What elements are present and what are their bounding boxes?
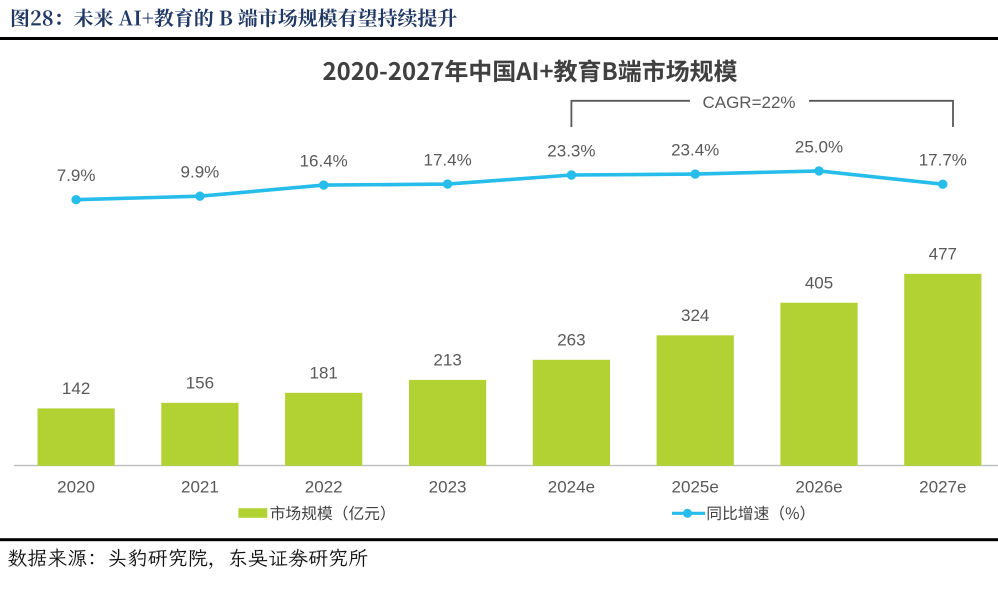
svg-text:156: 156 bbox=[186, 374, 214, 393]
svg-text:17.4%: 17.4% bbox=[423, 151, 471, 170]
svg-text:213: 213 bbox=[433, 351, 461, 370]
svg-text:16.4%: 16.4% bbox=[300, 152, 348, 171]
svg-text:2025e: 2025e bbox=[672, 478, 719, 497]
svg-text:2023: 2023 bbox=[429, 478, 467, 497]
svg-text:477: 477 bbox=[929, 245, 957, 264]
svg-text:2024e: 2024e bbox=[548, 478, 595, 497]
svg-text:9.9%: 9.9% bbox=[181, 163, 220, 182]
svg-text:2020: 2020 bbox=[57, 478, 95, 497]
svg-text:25.0%: 25.0% bbox=[795, 137, 843, 156]
svg-text:324: 324 bbox=[681, 306, 709, 325]
svg-text:23.3%: 23.3% bbox=[547, 141, 595, 160]
svg-text:2022: 2022 bbox=[305, 478, 343, 497]
svg-text:CAGR=22%: CAGR=22% bbox=[702, 93, 795, 112]
svg-text:405: 405 bbox=[805, 274, 833, 293]
svg-text:23.4%: 23.4% bbox=[671, 141, 719, 160]
svg-text:142: 142 bbox=[62, 379, 90, 398]
svg-text:7.9%: 7.9% bbox=[57, 166, 96, 185]
svg-text:2027e: 2027e bbox=[919, 478, 966, 497]
svg-text:2021: 2021 bbox=[181, 478, 219, 497]
svg-text:181: 181 bbox=[310, 364, 338, 383]
svg-text:263: 263 bbox=[557, 331, 585, 350]
svg-text:17.7%: 17.7% bbox=[919, 151, 967, 170]
svg-text:2026e: 2026e bbox=[795, 478, 842, 497]
